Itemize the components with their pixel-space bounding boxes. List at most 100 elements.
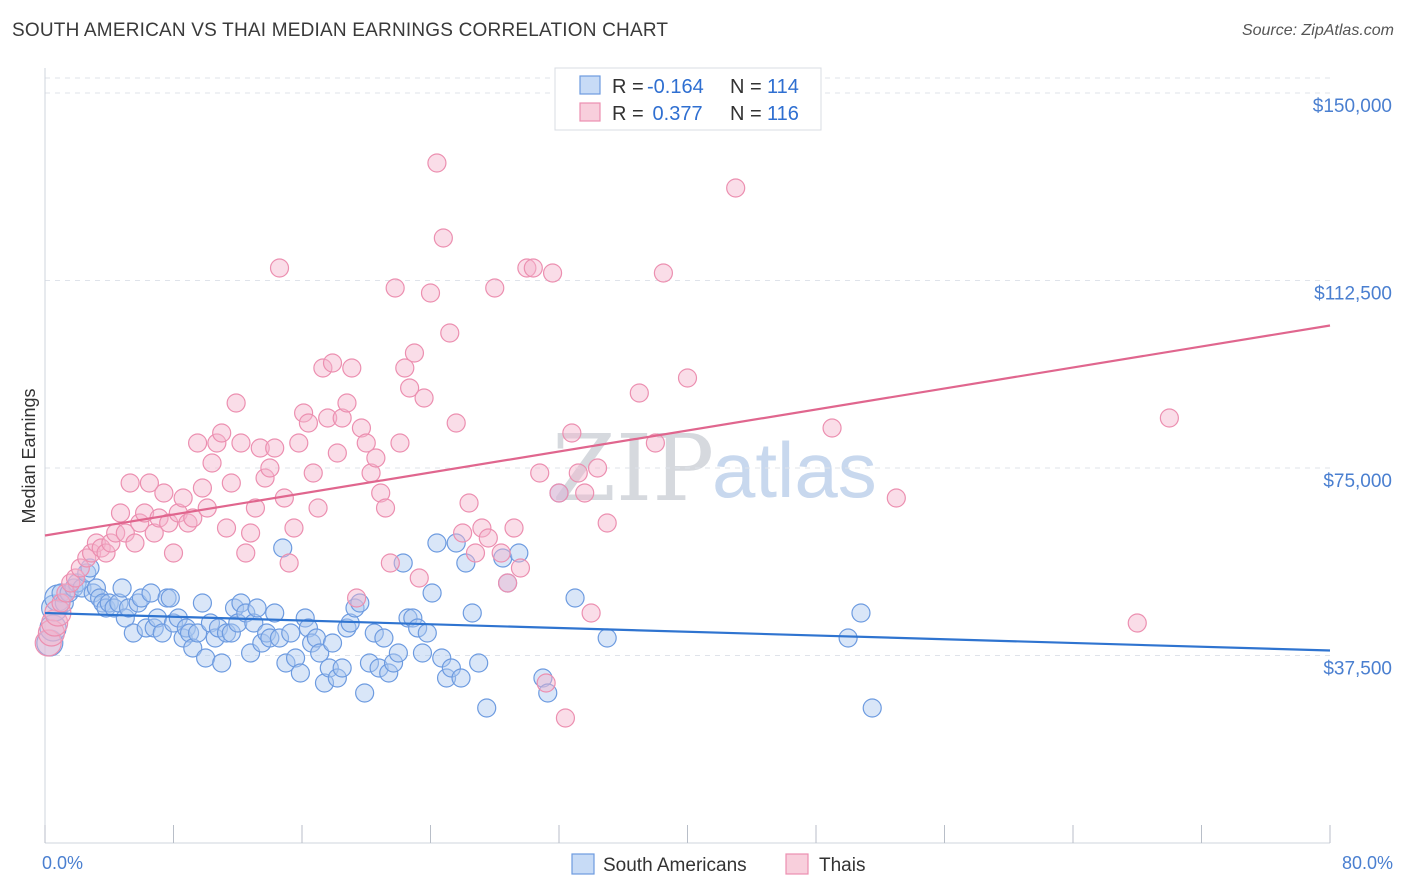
south-americans-point-112 — [838, 628, 858, 648]
thais-point-27 — [163, 543, 184, 563]
thais-point-4 — [51, 593, 71, 613]
y-tick-label-2: $112,500 — [1314, 284, 1392, 305]
thais-point-112 — [726, 178, 746, 198]
south-americans-trend-line — [44, 611, 1331, 652]
thais-point-113 — [822, 418, 842, 438]
thais-point-99 — [542, 263, 563, 283]
thais-point-13 — [96, 543, 116, 563]
legend-n-label-2: N = — [730, 103, 762, 125]
thais-point-47 — [260, 458, 280, 478]
series-south-americans — [36, 483, 882, 718]
south-americans-point-32 — [160, 588, 180, 608]
south-americans-point-48 — [224, 598, 245, 618]
thais-point-36 — [207, 433, 227, 453]
south-americans-point-40 — [192, 593, 213, 613]
thais-point-78 — [409, 568, 429, 588]
thais-point-71 — [375, 498, 396, 518]
south-americans-point-92 — [417, 623, 437, 643]
thais-point-98 — [536, 673, 556, 693]
south-americans-point-95 — [432, 648, 452, 668]
thais-point-60 — [322, 353, 343, 373]
south-americans-point-59 — [269, 628, 290, 648]
thais-point-53 — [289, 433, 309, 453]
thais-point-70 — [371, 483, 391, 503]
thais-point-69 — [366, 448, 386, 468]
thais-point-85 — [453, 523, 473, 543]
thais-point-26 — [159, 513, 179, 533]
x-tick-label-1: 80.0% — [1342, 853, 1393, 873]
legend-box: R = -0.164 N = 114 R = 0.377 N = 116 — [554, 67, 822, 131]
thais-point-109 — [645, 433, 665, 453]
thais-point-51 — [279, 553, 299, 573]
thais-point-10 — [81, 543, 102, 563]
thais-point-5 — [56, 583, 76, 603]
south-americans-point-82 — [369, 658, 389, 678]
legend-r-label-2: R = — [612, 103, 644, 125]
thais-point-58 — [313, 358, 333, 378]
legend-n-value-1: 114 — [767, 76, 799, 98]
south-americans-point-64 — [290, 663, 310, 683]
thais-point-25 — [154, 483, 174, 503]
thais-point-103 — [568, 463, 588, 483]
south-americans-point-37 — [179, 623, 200, 643]
legend-n-value-2: 116 — [767, 103, 799, 125]
thais-point-75 — [395, 358, 415, 378]
thais-point-115 — [1127, 613, 1147, 633]
south-americans-point-84 — [379, 663, 399, 683]
south-americans-point-61 — [276, 653, 296, 673]
south-americans-point-66 — [298, 618, 319, 638]
thais-point-93 — [504, 518, 524, 538]
south-americans-point-101 — [462, 603, 482, 623]
thais-point-73 — [385, 278, 405, 298]
south-americans-point-70 — [314, 673, 335, 693]
south-americans-point-39 — [187, 623, 208, 643]
thais-point-90 — [485, 278, 505, 298]
thais-point-49 — [269, 258, 290, 278]
bottom-legend-swatch-pink — [785, 853, 809, 875]
thais-point-56 — [303, 463, 323, 483]
thais-point-77 — [404, 343, 425, 363]
thais-point-100 — [549, 483, 569, 503]
legend-r-value-1: -0.164 — [647, 76, 704, 98]
south-americans-point-111 — [597, 628, 617, 648]
south-americans-point-74 — [332, 658, 352, 678]
south-americans-point-97 — [441, 658, 461, 678]
thais-point-105 — [581, 603, 601, 623]
thais-point-101 — [555, 708, 576, 728]
south-americans-point-23 — [123, 623, 143, 643]
south-americans-point-41 — [196, 648, 216, 668]
thais-point-65 — [347, 588, 367, 608]
thais-point-18 — [120, 473, 140, 493]
thais-point-72 — [380, 553, 400, 573]
south-americans-point-100 — [456, 553, 476, 573]
legend-swatch-pink — [579, 102, 601, 122]
south-americans-point-86 — [388, 643, 408, 663]
thais-point-110 — [653, 263, 674, 283]
south-americans-point-47 — [221, 623, 241, 643]
thais-point-31 — [183, 508, 203, 528]
south-americans-point-80 — [359, 653, 380, 673]
bottom-legend-label-south-americans: South Americans — [603, 855, 747, 876]
south-americans-point-81 — [364, 623, 384, 643]
thais-point-88 — [472, 518, 492, 538]
thais-point-44 — [245, 498, 266, 518]
legend-n-label-1: N = — [730, 76, 762, 98]
thais-point-7 — [65, 568, 86, 588]
legend-r-value-2: 0.377 — [647, 103, 703, 125]
thais-point-45 — [250, 438, 270, 458]
thais-trend-line — [44, 324, 1331, 537]
thais-point-114 — [886, 488, 906, 508]
thais-point-87 — [465, 543, 486, 563]
thais-point-89 — [478, 528, 498, 548]
thais-point-104 — [575, 483, 595, 503]
south-americans-point-58 — [265, 603, 285, 623]
south-americans-point-27 — [141, 583, 161, 603]
thais-point-106 — [587, 458, 608, 478]
south-americans-point-25 — [131, 588, 151, 608]
south-americans-point-91 — [412, 643, 433, 663]
thais-point-55 — [298, 413, 319, 433]
legend-swatch-blue — [579, 75, 601, 95]
trend-lines — [44, 324, 1331, 652]
thais-point-61 — [327, 443, 347, 463]
